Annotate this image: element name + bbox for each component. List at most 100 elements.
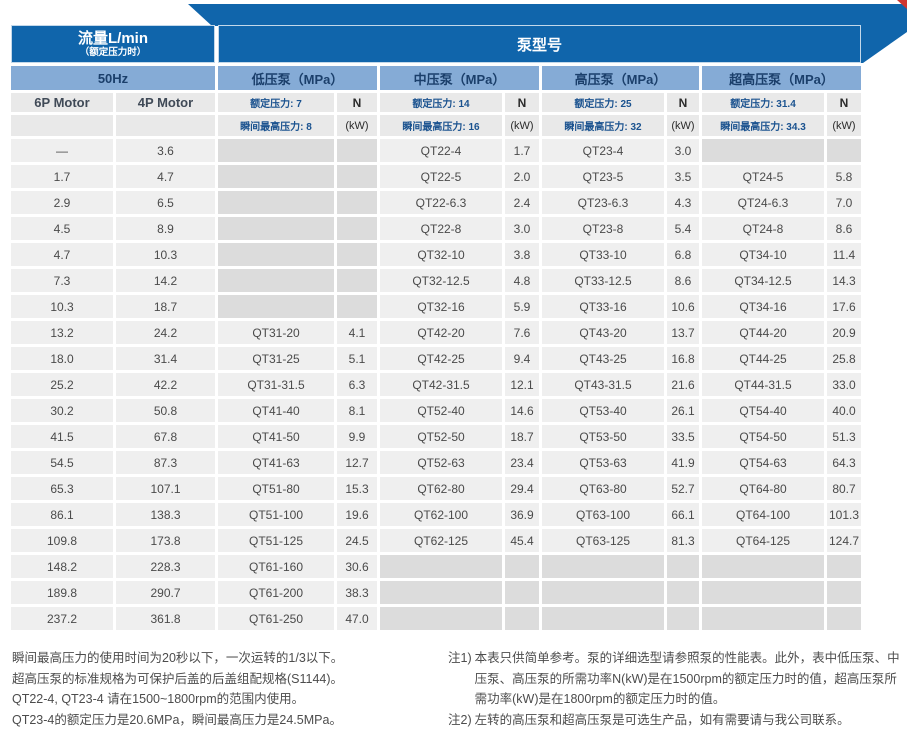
table-row: 86.1 138.3 QT51-100 19.6 QT62-100 36.9 QT63-10…	[11, 503, 861, 526]
corner-red-mark	[897, 0, 907, 9]
power-value-cell: 33.5	[667, 425, 699, 448]
power-value-cell: 80.7	[827, 477, 861, 500]
model-value-cell: QT62-125	[380, 529, 502, 552]
group-low-pressure-label: 低压泵（MPa）	[218, 66, 377, 90]
power-value-cell: 33.0	[827, 373, 861, 396]
power-value-cell: 7.6	[505, 321, 539, 344]
header-row-peak: 瞬间最高压力: 8 (kW) 瞬间最高压力: 16 (kW) 瞬间最高压力: 3…	[11, 115, 861, 136]
model-value-cell: QT44-20	[702, 321, 824, 344]
flow-value-cell: 50.8	[116, 399, 215, 422]
model-value-cell: QT22-8	[380, 217, 502, 240]
power-value-cell: 4.1	[337, 321, 377, 344]
power-value-cell: 14.6	[505, 399, 539, 422]
flow-value-cell: 3.6	[116, 139, 215, 162]
peak-pressure-ultra: 瞬间最高压力: 34.3	[702, 115, 824, 136]
model-value-cell: QT63-125	[542, 529, 664, 552]
table-row: 148.2 228.3 QT61-160 30.6	[11, 555, 861, 578]
model-value-cell: QT23-4	[542, 139, 664, 162]
flow-value-cell: 87.3	[116, 451, 215, 474]
power-value-cell: 1.7	[505, 139, 539, 162]
model-value-cell: QT22-6.3	[380, 191, 502, 214]
power-value-cell: 5.9	[505, 295, 539, 318]
flow-value-cell: 4.5	[11, 217, 113, 240]
model-value-cell: QT33-12.5	[542, 269, 664, 292]
power-value-cell: 41.9	[667, 451, 699, 474]
model-value-cell: QT61-250	[218, 607, 334, 630]
table-row: 1.7 4.7 QT22-5 2.0 QT23-5 3.5 QT24-5 5.8	[11, 165, 861, 188]
group-ultra-high-pressure-label: 超高压泵（MPa）	[702, 66, 861, 90]
power-n-label: N	[337, 93, 377, 112]
motor-4p-label: 4P Motor	[116, 93, 215, 112]
power-value-cell: 3.8	[505, 243, 539, 266]
model-value-cell: QT32-12.5	[380, 269, 502, 292]
table-row: 4.7 10.3 QT32-10 3.8 QT33-10 6.8 QT34-10 11.4	[11, 243, 861, 266]
power-value-cell: 5.8	[827, 165, 861, 188]
empty-cell	[337, 269, 377, 292]
model-value-cell: QT62-80	[380, 477, 502, 500]
model-value-cell: QT24-5	[702, 165, 824, 188]
model-value-cell: QT62-100	[380, 503, 502, 526]
peak-pressure-high: 瞬间最高压力: 32	[542, 115, 664, 136]
flow-value-cell: 2.9	[11, 191, 113, 214]
model-value-cell: QT53-63	[542, 451, 664, 474]
model-value-cell: QT41-63	[218, 451, 334, 474]
empty-cell	[337, 165, 377, 188]
empty-cell	[380, 607, 502, 630]
table-row: 4.5 8.9 QT22-8 3.0 QT23-8 5.4 QT24-8 8.6	[11, 217, 861, 240]
power-value-cell: 66.1	[667, 503, 699, 526]
motor-6p-label: 6P Motor	[11, 93, 113, 112]
flow-subtitle: （额定压力时）	[79, 47, 147, 58]
model-value-cell: QT34-10	[702, 243, 824, 266]
empty-cell	[337, 217, 377, 240]
flow-value-cell: 18.0	[11, 347, 113, 370]
flow-value-cell: 18.7	[116, 295, 215, 318]
model-value-cell: QT33-16	[542, 295, 664, 318]
power-value-cell: 47.0	[337, 607, 377, 630]
flow-value-cell: 10.3	[11, 295, 113, 318]
empty-cell	[667, 555, 699, 578]
model-value-cell: QT53-40	[542, 399, 664, 422]
flow-value-cell: 148.2	[11, 555, 113, 578]
flow-value-cell: 4.7	[11, 243, 113, 266]
model-value-cell: QT64-100	[702, 503, 824, 526]
empty-cell	[505, 555, 539, 578]
model-value-cell: QT42-31.5	[380, 373, 502, 396]
empty-cell	[827, 139, 861, 162]
power-kw-label: (kW)	[827, 115, 861, 136]
flow-value-cell: 228.3	[116, 555, 215, 578]
flow-value-cell: 107.1	[116, 477, 215, 500]
table-row: 237.2 361.8 QT61-250 47.0	[11, 607, 861, 630]
power-value-cell: 81.3	[667, 529, 699, 552]
power-value-cell: 19.6	[337, 503, 377, 526]
model-value-cell: QT51-80	[218, 477, 334, 500]
model-value-cell: QT64-125	[702, 529, 824, 552]
flow-value-cell: 189.8	[11, 581, 113, 604]
power-value-cell: 2.4	[505, 191, 539, 214]
empty-cell	[505, 581, 539, 604]
model-value-cell: QT22-4	[380, 139, 502, 162]
peak-pressure-low: 瞬间最高压力: 8	[218, 115, 334, 136]
frequency-label: 50Hz	[11, 66, 215, 90]
empty-cell	[542, 607, 664, 630]
power-kw-label: (kW)	[667, 115, 699, 136]
empty-cell	[380, 555, 502, 578]
power-value-cell: 23.4	[505, 451, 539, 474]
empty-cell	[218, 217, 334, 240]
flow-value-cell: 54.5	[11, 451, 113, 474]
power-value-cell: 5.4	[667, 217, 699, 240]
model-value-cell: QT43-20	[542, 321, 664, 344]
flow-value-cell: 173.8	[116, 529, 215, 552]
empty-cell	[337, 243, 377, 266]
empty-cell	[337, 295, 377, 318]
flow-value-cell: 10.3	[116, 243, 215, 266]
table-row: 41.5 67.8 QT41-50 9.9 QT52-50 18.7 QT53-50 33.5…	[11, 425, 861, 448]
power-value-cell: 5.1	[337, 347, 377, 370]
model-value-cell: QT23-6.3	[542, 191, 664, 214]
power-value-cell: 26.1	[667, 399, 699, 422]
model-value-cell: QT51-100	[218, 503, 334, 526]
flow-value-cell: 41.5	[11, 425, 113, 448]
table-row: 2.9 6.5 QT22-6.3 2.4 QT23-6.3 4.3 QT24-6.3 7.0	[11, 191, 861, 214]
model-value-cell: QT41-40	[218, 399, 334, 422]
power-kw-label: (kW)	[505, 115, 539, 136]
power-value-cell: 8.6	[827, 217, 861, 240]
